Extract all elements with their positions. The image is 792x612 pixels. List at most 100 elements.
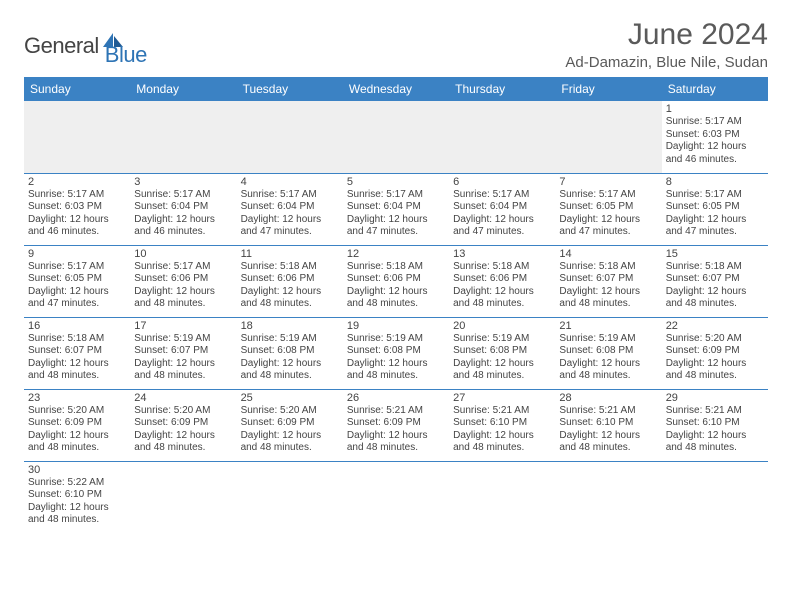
calendar-body: 1Sunrise: 5:17 AMSunset: 6:03 PMDaylight… [24, 101, 768, 533]
day-number: 6 [453, 176, 551, 188]
calendar-day-cell: 16Sunrise: 5:18 AMSunset: 6:07 PMDayligh… [24, 317, 130, 389]
day-info: Sunrise: 5:18 AMSunset: 6:06 PMDaylight:… [453, 261, 551, 311]
calendar-day-cell: 18Sunrise: 5:19 AMSunset: 6:08 PMDayligh… [237, 317, 343, 389]
day-info: Sunrise: 5:20 AMSunset: 6:09 PMDaylight:… [28, 405, 126, 455]
day-info: Sunrise: 5:17 AMSunset: 6:05 PMDaylight:… [666, 189, 764, 239]
day-number: 11 [241, 248, 339, 260]
calendar-day-cell [343, 461, 449, 533]
day-header: Thursday [449, 77, 555, 101]
calendar-day-cell: 27Sunrise: 5:21 AMSunset: 6:10 PMDayligh… [449, 389, 555, 461]
calendar-day-cell: 29Sunrise: 5:21 AMSunset: 6:10 PMDayligh… [662, 389, 768, 461]
calendar-day-cell [449, 101, 555, 173]
day-number: 17 [134, 320, 232, 332]
calendar-week-row: 9Sunrise: 5:17 AMSunset: 6:05 PMDaylight… [24, 245, 768, 317]
day-info: Sunrise: 5:18 AMSunset: 6:07 PMDaylight:… [559, 261, 657, 311]
day-info: Sunrise: 5:18 AMSunset: 6:06 PMDaylight:… [347, 261, 445, 311]
day-info: Sunrise: 5:20 AMSunset: 6:09 PMDaylight:… [666, 333, 764, 383]
day-info: Sunrise: 5:17 AMSunset: 6:04 PMDaylight:… [453, 189, 551, 239]
calendar-day-cell: 9Sunrise: 5:17 AMSunset: 6:05 PMDaylight… [24, 245, 130, 317]
calendar-day-cell [343, 101, 449, 173]
calendar-day-cell: 22Sunrise: 5:20 AMSunset: 6:09 PMDayligh… [662, 317, 768, 389]
calendar-day-cell: 13Sunrise: 5:18 AMSunset: 6:06 PMDayligh… [449, 245, 555, 317]
calendar-day-cell: 26Sunrise: 5:21 AMSunset: 6:09 PMDayligh… [343, 389, 449, 461]
calendar-week-row: 30Sunrise: 5:22 AMSunset: 6:10 PMDayligh… [24, 461, 768, 533]
day-number: 5 [347, 176, 445, 188]
calendar-day-cell [237, 101, 343, 173]
day-info: Sunrise: 5:19 AMSunset: 6:07 PMDaylight:… [134, 333, 232, 383]
day-number: 19 [347, 320, 445, 332]
day-header: Wednesday [343, 77, 449, 101]
day-number: 3 [134, 176, 232, 188]
calendar-day-cell: 1Sunrise: 5:17 AMSunset: 6:03 PMDaylight… [662, 101, 768, 173]
day-number: 2 [28, 176, 126, 188]
day-number: 24 [134, 392, 232, 404]
calendar-day-cell: 2Sunrise: 5:17 AMSunset: 6:03 PMDaylight… [24, 173, 130, 245]
title-block: June 2024 Ad-Damazin, Blue Nile, Sudan [565, 18, 768, 71]
day-info: Sunrise: 5:21 AMSunset: 6:09 PMDaylight:… [347, 405, 445, 455]
logo-text-general: General [24, 33, 99, 59]
logo-text-blue: Blue [105, 42, 147, 68]
calendar-week-row: 1Sunrise: 5:17 AMSunset: 6:03 PMDaylight… [24, 101, 768, 173]
day-number: 12 [347, 248, 445, 260]
day-number: 23 [28, 392, 126, 404]
day-number: 14 [559, 248, 657, 260]
day-info: Sunrise: 5:20 AMSunset: 6:09 PMDaylight:… [241, 405, 339, 455]
calendar-day-cell [555, 101, 661, 173]
calendar-day-cell: 15Sunrise: 5:18 AMSunset: 6:07 PMDayligh… [662, 245, 768, 317]
calendar-day-cell: 30Sunrise: 5:22 AMSunset: 6:10 PMDayligh… [24, 461, 130, 533]
day-number: 13 [453, 248, 551, 260]
day-info: Sunrise: 5:17 AMSunset: 6:04 PMDaylight:… [241, 189, 339, 239]
calendar-day-cell [555, 461, 661, 533]
day-info: Sunrise: 5:19 AMSunset: 6:08 PMDaylight:… [453, 333, 551, 383]
day-number: 27 [453, 392, 551, 404]
calendar-day-cell [449, 461, 555, 533]
day-info: Sunrise: 5:18 AMSunset: 6:07 PMDaylight:… [28, 333, 126, 383]
day-number: 30 [28, 464, 126, 476]
day-header: Monday [130, 77, 236, 101]
day-number: 7 [559, 176, 657, 188]
day-number: 20 [453, 320, 551, 332]
day-number: 15 [666, 248, 764, 260]
calendar-week-row: 16Sunrise: 5:18 AMSunset: 6:07 PMDayligh… [24, 317, 768, 389]
calendar-day-cell: 7Sunrise: 5:17 AMSunset: 6:05 PMDaylight… [555, 173, 661, 245]
day-info: Sunrise: 5:21 AMSunset: 6:10 PMDaylight:… [559, 405, 657, 455]
calendar-day-cell: 4Sunrise: 5:17 AMSunset: 6:04 PMDaylight… [237, 173, 343, 245]
day-info: Sunrise: 5:19 AMSunset: 6:08 PMDaylight:… [241, 333, 339, 383]
day-info: Sunrise: 5:22 AMSunset: 6:10 PMDaylight:… [28, 477, 126, 527]
day-number: 9 [28, 248, 126, 260]
day-number: 26 [347, 392, 445, 404]
calendar-day-cell: 10Sunrise: 5:17 AMSunset: 6:06 PMDayligh… [130, 245, 236, 317]
day-number: 16 [28, 320, 126, 332]
day-header: Saturday [662, 77, 768, 101]
calendar-day-cell: 25Sunrise: 5:20 AMSunset: 6:09 PMDayligh… [237, 389, 343, 461]
day-header: Sunday [24, 77, 130, 101]
page-header: General Blue June 2024 Ad-Damazin, Blue … [24, 18, 768, 71]
calendar-table: SundayMondayTuesdayWednesdayThursdayFrid… [24, 77, 768, 533]
calendar-day-cell: 19Sunrise: 5:19 AMSunset: 6:08 PMDayligh… [343, 317, 449, 389]
day-number: 10 [134, 248, 232, 260]
calendar-day-cell: 14Sunrise: 5:18 AMSunset: 6:07 PMDayligh… [555, 245, 661, 317]
day-number: 28 [559, 392, 657, 404]
calendar-day-cell: 23Sunrise: 5:20 AMSunset: 6:09 PMDayligh… [24, 389, 130, 461]
day-info: Sunrise: 5:17 AMSunset: 6:03 PMDaylight:… [666, 116, 764, 166]
calendar-day-cell: 20Sunrise: 5:19 AMSunset: 6:08 PMDayligh… [449, 317, 555, 389]
page-title: June 2024 [565, 18, 768, 52]
calendar-day-cell [130, 101, 236, 173]
calendar-day-cell: 12Sunrise: 5:18 AMSunset: 6:06 PMDayligh… [343, 245, 449, 317]
day-info: Sunrise: 5:19 AMSunset: 6:08 PMDaylight:… [347, 333, 445, 383]
day-info: Sunrise: 5:21 AMSunset: 6:10 PMDaylight:… [666, 405, 764, 455]
day-number: 25 [241, 392, 339, 404]
day-info: Sunrise: 5:18 AMSunset: 6:06 PMDaylight:… [241, 261, 339, 311]
day-info: Sunrise: 5:17 AMSunset: 6:04 PMDaylight:… [134, 189, 232, 239]
day-info: Sunrise: 5:17 AMSunset: 6:03 PMDaylight:… [28, 189, 126, 239]
day-info: Sunrise: 5:21 AMSunset: 6:10 PMDaylight:… [453, 405, 551, 455]
calendar-day-cell [662, 461, 768, 533]
day-info: Sunrise: 5:17 AMSunset: 6:05 PMDaylight:… [28, 261, 126, 311]
day-number: 21 [559, 320, 657, 332]
day-info: Sunrise: 5:19 AMSunset: 6:08 PMDaylight:… [559, 333, 657, 383]
calendar-day-cell: 5Sunrise: 5:17 AMSunset: 6:04 PMDaylight… [343, 173, 449, 245]
day-header: Tuesday [237, 77, 343, 101]
logo: General Blue [24, 24, 147, 68]
location-text: Ad-Damazin, Blue Nile, Sudan [565, 54, 768, 71]
calendar-day-cell: 28Sunrise: 5:21 AMSunset: 6:10 PMDayligh… [555, 389, 661, 461]
